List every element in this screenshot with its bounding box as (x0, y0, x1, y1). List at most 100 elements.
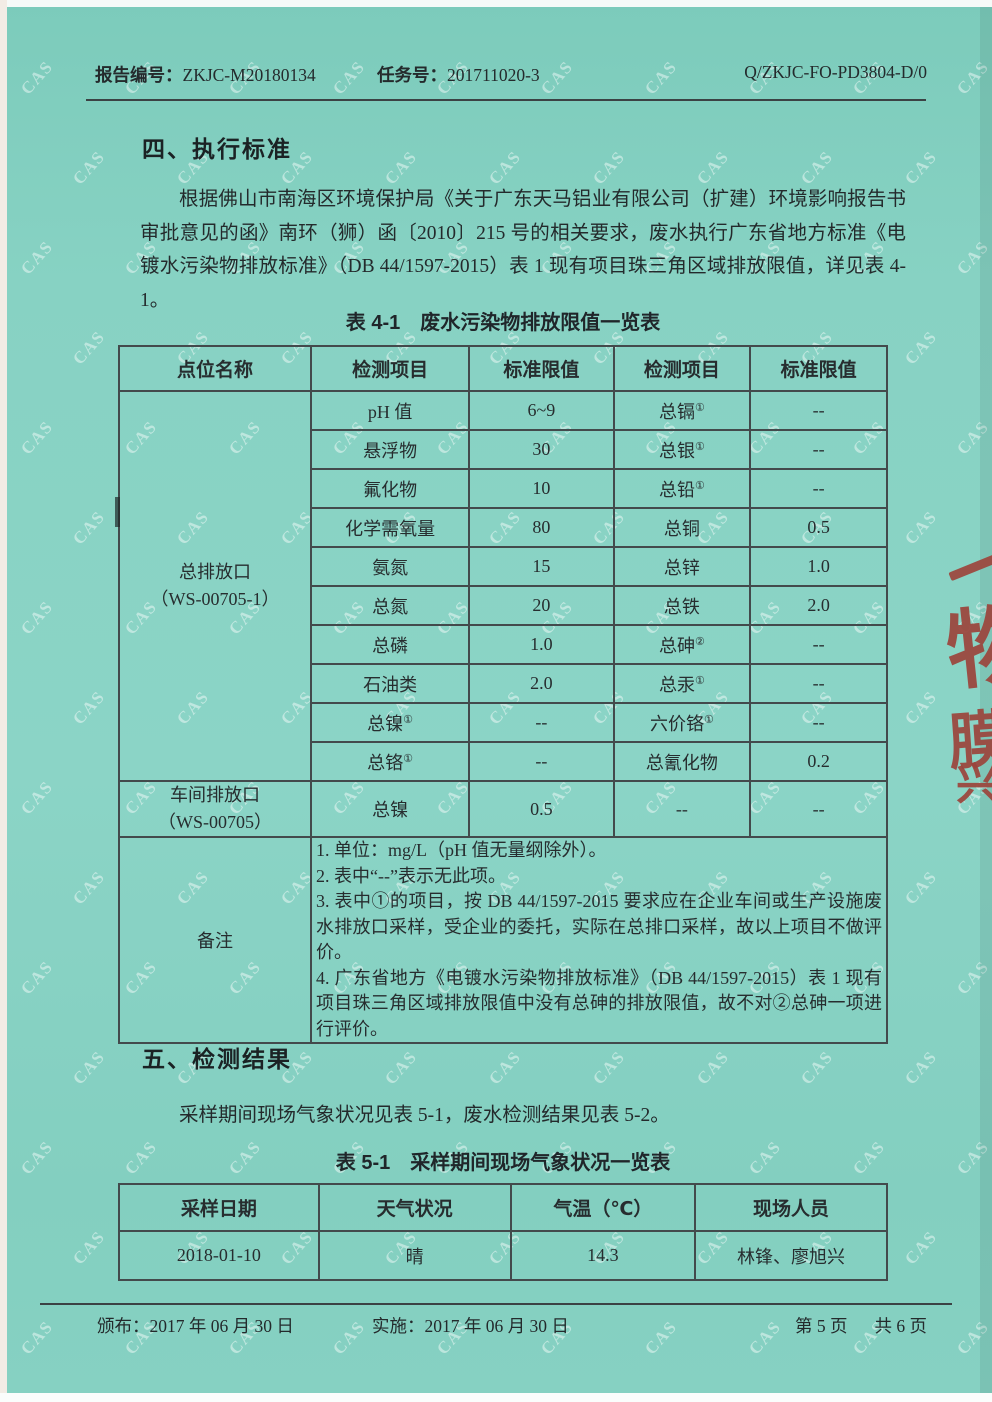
parameter-cell: 总氰化物 (612, 741, 752, 782)
main-outlet-cell: 总排放口 （WS-00705-1） (118, 390, 312, 782)
parameter-cell: 总银① (612, 429, 752, 470)
table4-row: 悬浮物 30 总银① -- (119, 429, 888, 470)
table4-header-row: 点位名称 检测项目 标准限值 检测项目 标准限值 (118, 345, 888, 392)
table5-cell: 林锋、廖旭兴 (693, 1230, 889, 1281)
cas-watermark-text: CAS (68, 1046, 109, 1089)
cas-watermark-text: CAS (68, 1226, 109, 1269)
scan-ink-blot (115, 497, 120, 527)
report-number-value: ZKJC-M20180134 (182, 65, 316, 85)
table5-title: 表 5-1 采样期间现场气象状况一览表 (335, 1152, 671, 1174)
table5-cell: 2018-01-10 (118, 1230, 320, 1281)
table4-row: 总氮 20 总铁 2.0 (119, 585, 888, 626)
limit-cell: -- (468, 741, 615, 782)
limit-cell: 0.5 (749, 507, 888, 548)
table4-row: 石油类 2.0 总汞① -- (119, 663, 888, 704)
header-divider (86, 99, 926, 101)
cas-watermark-text: CAS (16, 416, 57, 459)
cas-watermark-text: CAS (68, 866, 109, 909)
limit-cell: -- (749, 468, 888, 509)
parameter-cell: 总砷② (612, 624, 752, 665)
limit-cell: 80 (468, 507, 615, 548)
parameter-cell: 氟化物 (309, 468, 471, 509)
cas-watermark-text: CAS (16, 596, 57, 639)
section4-heading: 四、执行标准 (142, 136, 292, 162)
table5-row: 2018-01-10 晴 14.3 林锋、廖旭兴 (118, 1230, 889, 1281)
report-number-label: 报告编号： (95, 65, 183, 85)
parameter-cell: 总锌 (612, 546, 752, 587)
report-number-group: 报告编号：ZKJC-M20180134 (95, 62, 316, 87)
limit-cell: -- (749, 390, 888, 431)
workshop-outlet-cell: 车间排放口 （WS-00705） (118, 780, 312, 838)
limit-cell: -- (749, 624, 888, 665)
table5-column-header: 气温（℃） (509, 1183, 696, 1232)
scan-edge-right (980, 0, 992, 1402)
cas-watermark-text: CAS (68, 506, 109, 549)
table5-body: 2018-01-10 晴 14.3 林锋、廖旭兴 (118, 1230, 889, 1281)
document-code: Q/ZKJC-FO-PD3804-D/0 (744, 62, 927, 82)
page-footer: 颁布：2017 年 06 月 30 日 实施：2017 年 06 月 30 日 … (0, 1313, 992, 1343)
table5-cell: 14.3 (509, 1230, 696, 1281)
remark-content-cell: 1. 单位：mg/L（pH 值无量纲除外）。 2. 表中“--”表示无此项。 3. … (310, 836, 888, 1044)
task-number-group: 任务号：201711020-3 (377, 62, 540, 87)
limit-cell: -- (612, 780, 752, 838)
red-stamp-fragment-3: 兴 (956, 760, 992, 809)
cas-watermark-text: CAS (796, 1046, 837, 1089)
parameter-cell: 总铜 (612, 507, 752, 548)
table4-remark-row: 备注 1. 单位：mg/L（pH 值无量纲除外）。 2. 表中“--”表示无此项。 3… (118, 836, 888, 1044)
remark-line: 3. 表中①的项目，按 DB 44/1597-2015 要求应在企业车间或生产设… (316, 891, 882, 962)
cas-watermark-text: CAS (16, 1136, 57, 1179)
task-number-value: 201711020-3 (447, 65, 540, 85)
footer-divider (40, 1303, 952, 1305)
parameter-cell: 总铬① (309, 741, 471, 782)
parameter-cell: 氨氮 (309, 546, 471, 587)
section5-heading: 五、检测结果 (142, 1046, 292, 1072)
table4-row: 总磷 1.0 总砷② -- (119, 624, 888, 665)
table5-column-header: 现场人员 (693, 1183, 889, 1232)
parameter-cell: 总铅① (612, 468, 752, 509)
cas-watermark-text: CAS (16, 956, 57, 999)
limit-cell: -- (749, 663, 888, 704)
parameter-cell: 悬浮物 (309, 429, 471, 470)
limit-cell: 2.0 (468, 663, 615, 704)
limit-cell: 20 (468, 585, 615, 626)
table4-column-header: 点位名称 (118, 345, 312, 392)
limit-cell: 6~9 (468, 390, 615, 431)
cas-watermark-text: CAS (484, 1046, 525, 1089)
table5-weather: 采样日期 天气状况 气温（℃） 现场人员 2018-01-10 晴 14.3 林锋、廖旭兴 (118, 1183, 889, 1281)
cas-watermark-text: CAS (16, 236, 57, 279)
parameter-cell: pH 值 (309, 390, 471, 431)
limit-cell: -- (749, 429, 888, 470)
table4-column-header: 标准限值 (749, 345, 888, 392)
cas-watermark-text: CAS (68, 146, 109, 189)
cas-watermark-text: CAS (900, 326, 941, 369)
main-outlet-code: （WS-00705-1） (150, 589, 280, 609)
limit-cell: 1.0 (749, 546, 888, 587)
parameter-cell: 六价铬① (612, 702, 752, 743)
table4-body: 总排放口 （WS-00705-1） pH 值 6~9 总镉① -- 悬浮物 30 总银① -- 氟化… (118, 390, 888, 1044)
cas-watermark-text: CAS (16, 56, 57, 99)
table4-row: 化学需氧量 80 总铜 0.5 (119, 507, 888, 548)
cas-watermark-text: CAS (900, 1226, 941, 1269)
limit-cell: 0.2 (749, 741, 888, 782)
parameter-cell: 总镍① (309, 702, 471, 743)
table5-head: 采样日期 天气状况 气温（℃） 现场人员 (118, 1183, 889, 1232)
limit-cell: 15 (468, 546, 615, 587)
scan-edge-left (0, 0, 7, 1402)
limit-cell: 0.5 (468, 780, 615, 838)
implement-date: 实施：2017 年 06 月 30 日 (372, 1316, 569, 1336)
table5-column-header: 采样日期 (118, 1183, 320, 1232)
task-number-label: 任务号： (377, 65, 447, 85)
remark-label-cell: 备注 (118, 836, 312, 1044)
cas-watermark-text: CAS (692, 1046, 733, 1089)
cas-watermark-text: CAS (900, 506, 941, 549)
scan-edge-bottom (0, 1393, 992, 1402)
section5-paragraph: 采样期间现场气象状况见表 5-1，废水检测结果见表 5-2。 (179, 1105, 670, 1126)
parameter-cell: 总汞① (612, 663, 752, 704)
total-pages: 共 6 页 (874, 1316, 928, 1336)
cas-watermark-text: CAS (900, 866, 941, 909)
red-stamp-fragment-1: 物 (942, 596, 992, 702)
limit-cell: -- (749, 702, 888, 743)
main-outlet-name: 总排放口 (179, 562, 251, 582)
limit-cell: 2.0 (749, 585, 888, 626)
cas-watermark-text: CAS (900, 1046, 941, 1089)
